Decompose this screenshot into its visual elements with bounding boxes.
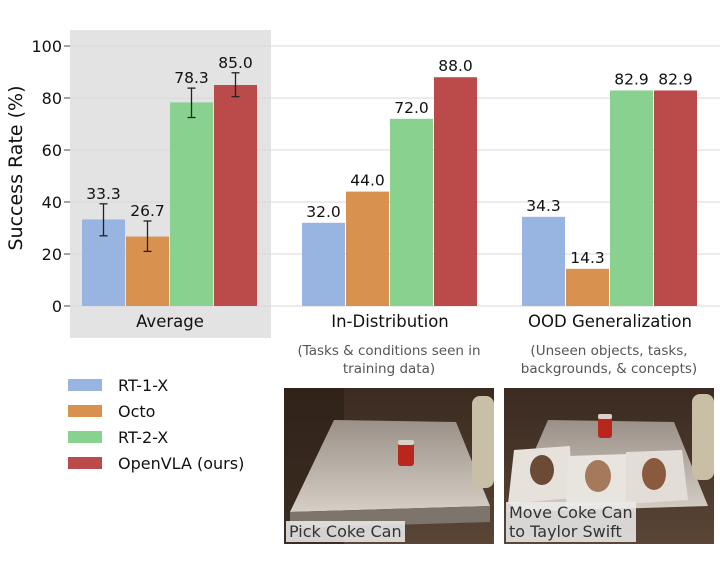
- photo-pick-coke-can: Pick Coke Can: [284, 388, 494, 544]
- legend-label-openvla: OpenVLA (ours): [118, 453, 245, 473]
- bar-rt-2-x-in-distribution: [390, 118, 433, 306]
- legend-label-rt2x: RT-2-X: [118, 427, 169, 447]
- bar-labels: 33.3 32.0 34.3 26.7 44.0 14.3 78.3 72.0 82.9 85.0…: [86, 54, 693, 267]
- bar-label-openvla-ours-ood-generalization: 82.9: [658, 70, 693, 88]
- group-label-average: Average: [136, 312, 204, 331]
- bar-rt-2-x-average: [170, 102, 213, 306]
- bars: [82, 77, 697, 307]
- bar-octo-in-distribution: [346, 191, 389, 306]
- group-label-ood-generalization: OOD Generalization: [528, 312, 692, 331]
- bar-label-octo-ood-generalization: 14.3: [570, 249, 605, 267]
- bar-label-octo-in-distribution: 44.0: [350, 172, 385, 190]
- y-tick-label-0: 0: [52, 297, 62, 316]
- y-axis: 0 20 40 60 80 100: [31, 37, 70, 316]
- caption-move-coke-can-line2: to Taylor Swift: [509, 522, 622, 541]
- legend-swatch-openvla: [68, 457, 102, 469]
- bar-label-octo-average: 26.7: [130, 202, 165, 220]
- bar-rt-2-x-ood-generalization: [610, 90, 653, 307]
- legend-swatch-rt1x: [68, 379, 102, 391]
- legend-item-rt2x: RT-2-X: [68, 424, 244, 450]
- y-tick-label-60: 60: [42, 141, 62, 160]
- photo-move-coke-can: Move Coke Can to Taylor Swift: [504, 388, 714, 544]
- bar-rt-1-x-in-distribution: [302, 222, 345, 306]
- scene-table-image: [284, 388, 494, 544]
- y-tick-label-80: 80: [42, 89, 62, 108]
- y-tick-label-40: 40: [42, 193, 62, 212]
- legend-item-octo: Octo: [68, 398, 244, 424]
- y-axis-label: Success Rate (%): [5, 85, 27, 250]
- legend-label-rt1x: RT-1-X: [118, 375, 169, 395]
- y-tick-label-100: 100: [31, 37, 62, 56]
- bar-openvla-ours-ood-generalization: [654, 90, 697, 307]
- ood-subtitle-line2: backgrounds, & concepts): [520, 361, 698, 377]
- legend-swatch-octo: [68, 405, 102, 417]
- bar-label-rt-2-x-average: 78.3: [174, 69, 209, 87]
- bar-chart: 0 20 40 60 80 100 Success Rate (%) 33.3 32.0 34…: [5, 30, 720, 338]
- ood-subtitle: (Unseen objects, tasks, backgrounds, & c…: [498, 342, 720, 378]
- caption-pick-coke-can: Pick Coke Can: [286, 521, 405, 542]
- bar-label-rt-1-x-ood-generalization: 34.3: [526, 197, 561, 215]
- legend-item-openvla: OpenVLA (ours): [68, 450, 244, 476]
- group-labels: Average In-Distribution OOD Generalization: [136, 312, 692, 331]
- bar-openvla-ours-in-distribution: [434, 77, 477, 306]
- legend-label-octo: Octo: [118, 401, 156, 421]
- caption-move-coke-can-line1: Move Coke Can: [509, 503, 633, 522]
- legend: RT-1-X Octo RT-2-X OpenVLA (ours): [68, 372, 244, 476]
- bar-label-openvla-ours-average: 85.0: [218, 54, 253, 72]
- bar-octo-ood-generalization: [566, 268, 609, 306]
- in-distribution-subtitle-line2: training data): [342, 361, 436, 377]
- in-distribution-subtitle-line1: (Tasks & conditions seen in: [297, 343, 481, 359]
- bar-openvla-ours-average: [214, 85, 257, 306]
- bar-label-rt-1-x-in-distribution: 32.0: [306, 203, 341, 221]
- bar-label-openvla-ours-in-distribution: 88.0: [438, 57, 473, 75]
- bar-label-rt-1-x-average: 33.3: [86, 185, 121, 203]
- error-bars: [99, 72, 240, 253]
- ood-subtitle-line1: (Unseen objects, tasks,: [530, 343, 688, 359]
- legend-item-rt1x: RT-1-X: [68, 372, 244, 398]
- group-label-in-distribution: In-Distribution: [331, 312, 449, 331]
- bar-label-rt-2-x-in-distribution: 72.0: [394, 99, 429, 117]
- in-distribution-subtitle: (Tasks & conditions seen in training dat…: [279, 342, 499, 378]
- y-tick-label-20: 20: [42, 245, 62, 264]
- legend-swatch-rt2x: [68, 431, 102, 443]
- caption-move-coke-can: Move Coke Can to Taylor Swift: [506, 502, 636, 542]
- bar-label-rt-2-x-ood-generalization: 82.9: [614, 70, 649, 88]
- bar-rt-1-x-ood-generalization: [522, 216, 565, 306]
